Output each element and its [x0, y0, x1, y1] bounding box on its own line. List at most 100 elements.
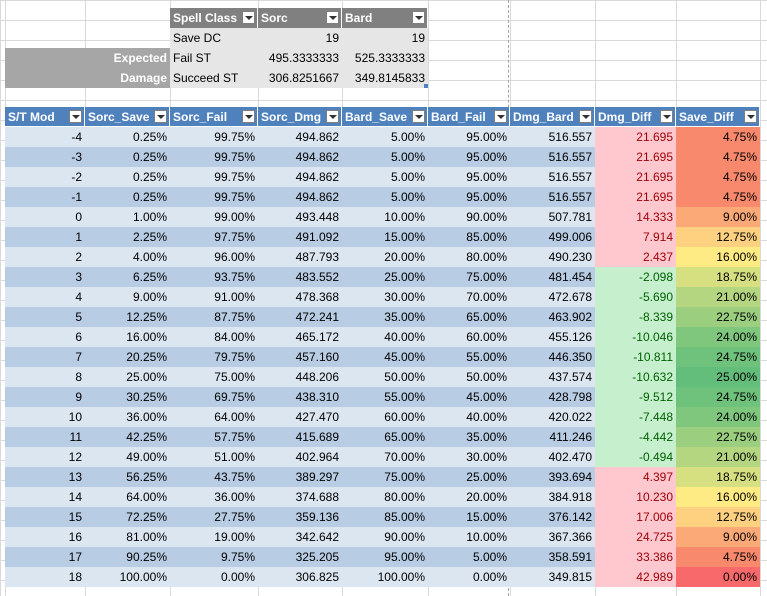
- table-cell[interactable]: 24.725: [595, 527, 676, 547]
- table-cell[interactable]: 427.470: [258, 407, 342, 427]
- table-cell[interactable]: 90.25%: [85, 547, 170, 567]
- table-cell[interactable]: 516.557: [510, 127, 595, 147]
- table-cell[interactable]: 27.75%: [170, 507, 258, 527]
- summary-bard-value[interactable]: 349.8145833: [342, 68, 428, 88]
- table-cell[interactable]: 72.25%: [85, 507, 170, 527]
- table-cell[interactable]: 95.00%: [428, 127, 510, 147]
- table-cell[interactable]: 57.75%: [170, 427, 258, 447]
- table-cell[interactable]: 20.00%: [342, 247, 428, 267]
- column-header[interactable]: Sorc_Fail: [170, 107, 258, 127]
- table-cell[interactable]: 60.00%: [428, 327, 510, 347]
- table-cell[interactable]: 516.557: [510, 167, 595, 187]
- table-cell[interactable]: 65.00%: [428, 307, 510, 327]
- table-cell[interactable]: 2: [5, 247, 85, 267]
- table-cell[interactable]: 0.25%: [85, 187, 170, 207]
- summary-row-name[interactable]: Succeed ST: [170, 68, 258, 88]
- table-cell[interactable]: 9.00%: [676, 527, 760, 547]
- table-cell[interactable]: 85.00%: [428, 227, 510, 247]
- table-cell[interactable]: 402.964: [258, 447, 342, 467]
- table-cell[interactable]: 0.00%: [428, 567, 510, 587]
- table-cell[interactable]: 325.205: [258, 547, 342, 567]
- table-cell[interactable]: 20.00%: [428, 487, 510, 507]
- table-cell[interactable]: 45.00%: [428, 387, 510, 407]
- table-cell[interactable]: 42.989: [595, 567, 676, 587]
- table-cell[interactable]: 507.781: [510, 207, 595, 227]
- table-cell[interactable]: 18.75%: [676, 467, 760, 487]
- summary-row-name[interactable]: Save DC: [170, 28, 258, 48]
- table-cell[interactable]: 85.00%: [342, 507, 428, 527]
- table-cell[interactable]: 99.75%: [170, 187, 258, 207]
- column-header[interactable]: Bard_Save: [342, 107, 428, 127]
- table-cell[interactable]: 17: [5, 547, 85, 567]
- table-cell[interactable]: 17.006: [595, 507, 676, 527]
- table-cell[interactable]: 5.00%: [342, 127, 428, 147]
- table-cell[interactable]: 21.695: [595, 147, 676, 167]
- table-cell[interactable]: 25.00%: [342, 267, 428, 287]
- table-cell[interactable]: 6.25%: [85, 267, 170, 287]
- column-header[interactable]: Save_Diff: [676, 107, 760, 127]
- table-cell[interactable]: 19.00%: [170, 527, 258, 547]
- table-cell[interactable]: 483.552: [258, 267, 342, 287]
- table-cell[interactable]: 465.172: [258, 327, 342, 347]
- column-header[interactable]: Dmg_Bard: [510, 107, 595, 127]
- table-cell[interactable]: 15: [5, 507, 85, 527]
- table-cell[interactable]: 516.557: [510, 147, 595, 167]
- table-cell[interactable]: 12: [5, 447, 85, 467]
- table-cell[interactable]: 516.557: [510, 187, 595, 207]
- table-cell[interactable]: 95.00%: [342, 547, 428, 567]
- table-cell[interactable]: 21.695: [595, 127, 676, 147]
- filter-dropdown-button[interactable]: [242, 11, 255, 24]
- table-cell[interactable]: 1: [5, 227, 85, 247]
- table-cell[interactable]: 33.386: [595, 547, 676, 567]
- table-cell[interactable]: 306.825: [258, 567, 342, 587]
- table-cell[interactable]: 5.00%: [428, 547, 510, 567]
- table-cell[interactable]: -5.690: [595, 287, 676, 307]
- table-cell[interactable]: 0: [5, 207, 85, 227]
- table-cell[interactable]: 376.142: [510, 507, 595, 527]
- table-cell[interactable]: 16: [5, 527, 85, 547]
- table-cell[interactable]: 0.25%: [85, 147, 170, 167]
- filter-dropdown-button[interactable]: [744, 110, 757, 123]
- table-cell[interactable]: 10.230: [595, 487, 676, 507]
- table-cell[interactable]: 15.00%: [428, 507, 510, 527]
- table-cell[interactable]: 349.815: [510, 567, 595, 587]
- table-cell[interactable]: 36.00%: [85, 407, 170, 427]
- table-cell[interactable]: 4.397: [595, 467, 676, 487]
- table-cell[interactable]: -10.811: [595, 347, 676, 367]
- table-cell[interactable]: 455.126: [510, 327, 595, 347]
- table-cell[interactable]: 446.350: [510, 347, 595, 367]
- table-cell[interactable]: 457.160: [258, 347, 342, 367]
- table-cell[interactable]: -10.046: [595, 327, 676, 347]
- table-cell[interactable]: 84.00%: [170, 327, 258, 347]
- table-cell[interactable]: 2.25%: [85, 227, 170, 247]
- table-cell[interactable]: 367.366: [510, 527, 595, 547]
- column-header[interactable]: Sorc_Dmg: [258, 107, 342, 127]
- table-cell[interactable]: 9.00%: [676, 207, 760, 227]
- table-cell[interactable]: 91.00%: [170, 287, 258, 307]
- table-cell[interactable]: 65.00%: [342, 427, 428, 447]
- table-cell[interactable]: -8.339: [595, 307, 676, 327]
- table-cell[interactable]: 384.918: [510, 487, 595, 507]
- summary-bard-value[interactable]: 525.3333333: [342, 48, 428, 68]
- table-cell[interactable]: 42.25%: [85, 427, 170, 447]
- table-cell[interactable]: 402.470: [510, 447, 595, 467]
- table-cell[interactable]: 3: [5, 267, 85, 287]
- table-cell[interactable]: 90.00%: [428, 207, 510, 227]
- table-cell[interactable]: 4.00%: [85, 247, 170, 267]
- table-cell[interactable]: 494.862: [258, 127, 342, 147]
- table-cell[interactable]: 75.00%: [428, 267, 510, 287]
- table-cell[interactable]: 2.437: [595, 247, 676, 267]
- table-cell[interactable]: 5.00%: [342, 187, 428, 207]
- table-cell[interactable]: 4.75%: [676, 147, 760, 167]
- table-cell[interactable]: 15.00%: [342, 227, 428, 247]
- table-cell[interactable]: 12.25%: [85, 307, 170, 327]
- table-cell[interactable]: 9: [5, 387, 85, 407]
- table-cell[interactable]: 95.00%: [428, 147, 510, 167]
- table-cell[interactable]: 24.00%: [676, 407, 760, 427]
- table-cell[interactable]: -7.448: [595, 407, 676, 427]
- table-cell[interactable]: 96.00%: [170, 247, 258, 267]
- table-cell[interactable]: 472.678: [510, 287, 595, 307]
- table-cell[interactable]: 70.00%: [428, 287, 510, 307]
- table-cell[interactable]: 420.022: [510, 407, 595, 427]
- table-cell[interactable]: 13: [5, 467, 85, 487]
